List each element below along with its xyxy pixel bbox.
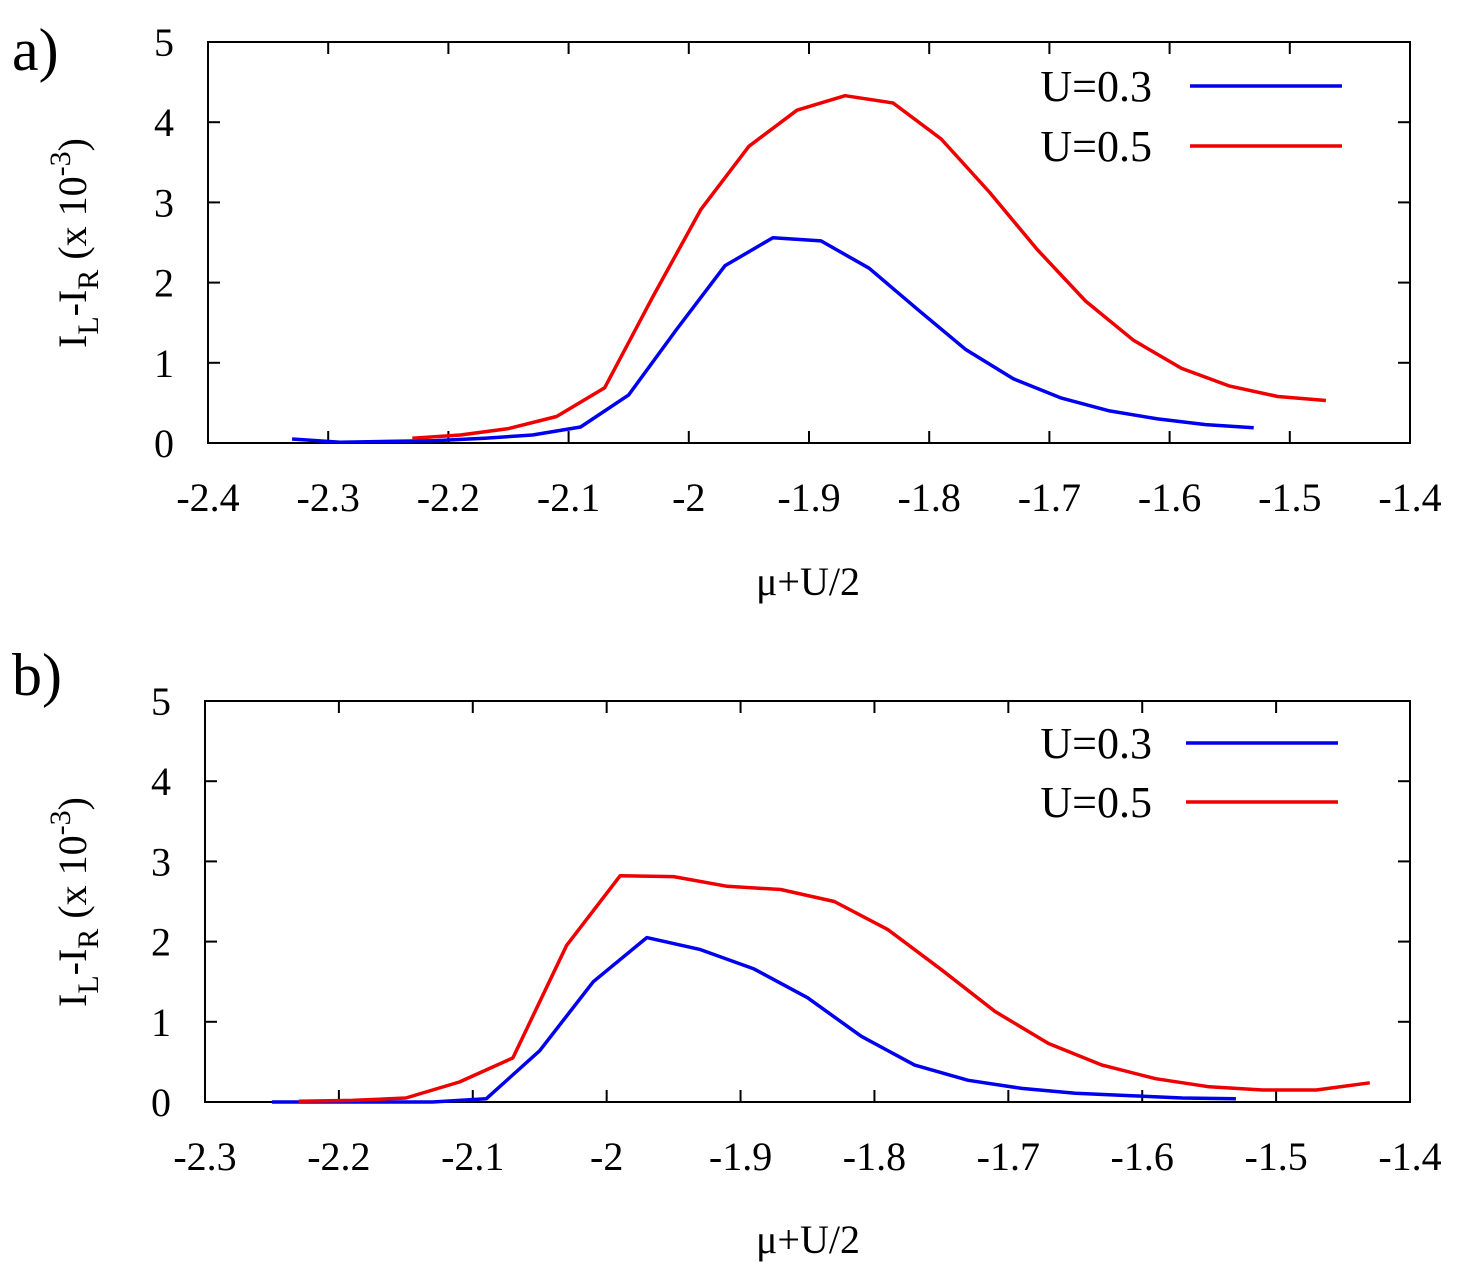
panel-b-x-tick-label: -1.7: [977, 1134, 1040, 1179]
panel-a-label: a): [12, 17, 59, 83]
panel-b-ylabel-sub1: L: [72, 975, 105, 993]
panel-a-x-tick-label: -2: [672, 475, 705, 520]
panel-b-x-tick-label: -1.8: [843, 1134, 906, 1179]
panel-a: a) -2.4 -2.3 -2.2 -2.1 -2 -1.9 -1.8 -1.7 -1.6 -1.…: [12, 17, 1442, 604]
panel-b-y-tick-label: 1: [151, 1000, 171, 1045]
panel-b-x-tick-label: -1.4: [1378, 1134, 1441, 1179]
panel-a-x-tick-label: -1.7: [1018, 475, 1081, 520]
panel-a-series-u-0-5: [412, 93, 1327, 440]
panel-a-y-tick-label: 4: [154, 100, 174, 145]
panel-a-y-tick-label: 2: [154, 261, 174, 306]
panel-a-y-tick-label: 5: [154, 20, 174, 65]
panel-b-plot: -2.3 -2.2 -2.1 -2 -1.9 -1.8 -1.7 -1.6 -1.5 -1.4 0 1…: [151, 679, 1442, 1179]
panel-a-plot: -2.4 -2.3 -2.2 -2.1 -2 -1.9 -1.8 -1.7 -1.6 -1.5 -1…: [154, 20, 1442, 520]
panel-a-x-tick-label: -2.2: [417, 475, 480, 520]
panel-a-ylabel-paren: (x 10: [50, 176, 95, 269]
panel-b-x-tick-label: -1.9: [709, 1134, 772, 1179]
panel-b-plot-frame: [204, 700, 1411, 1103]
panel-b-x-tick-label: -2: [590, 1134, 623, 1179]
panel-b-ylabel-close: ): [50, 797, 95, 810]
panel-b-legend: U=0.3 U=0.5: [1040, 719, 1338, 827]
panel-b-legend-label: U=0.5: [1040, 778, 1152, 827]
panel-b-y-tick-label: 5: [151, 679, 171, 724]
panel-a-plot-frame: [207, 41, 1411, 444]
panel-b-x-axis-label: μ+U/2: [756, 1217, 860, 1262]
panel-a-y-tick-label: 0: [154, 421, 174, 466]
panel-a-x-tick-label: -1.6: [1138, 475, 1201, 520]
panel-b-y-tick-label: 4: [151, 759, 171, 804]
panel-a-ylabel-close: ): [50, 138, 95, 151]
panel-b-label: b): [12, 642, 62, 708]
svg-text:IL-IR (x 10-3): IL-IR (x 10-3): [44, 138, 105, 348]
panel-b-ylabel-sup: -3: [44, 810, 77, 835]
panel-a-y-tick-label: 3: [154, 180, 174, 225]
panel-a-x-tick-label: -2.1: [537, 475, 600, 520]
panel-a-x-tick-label: -1.4: [1378, 475, 1441, 520]
panel-b-y-tick-label: 3: [151, 839, 171, 884]
panel-b-y-tick-label: 2: [151, 920, 171, 965]
panel-a-ylabel-sub2: R: [72, 270, 105, 290]
panel-b-x-tick-label: -1.6: [1111, 1134, 1174, 1179]
panel-b-ylabel-mid: -I: [50, 949, 95, 976]
panel-b-series-u-0-5: [298, 874, 1371, 1103]
panel-a-legend-label: U=0.3: [1040, 62, 1152, 111]
panel-a-x-axis-label: μ+U/2: [756, 559, 860, 604]
panel-a-y-axis-label: IL-IR (x 10-3): [44, 138, 105, 348]
panel-b-x-tick-label: -1.5: [1244, 1134, 1307, 1179]
panel-b-series-u-0-3: [271, 935, 1236, 1104]
panel-a-ylabel-sup: -3: [44, 151, 77, 176]
panel-a-x-tick-label: -2.3: [297, 475, 360, 520]
panel-b-ylabel-paren: (x 10: [50, 835, 95, 928]
panel-b-ylabel-main: I: [50, 994, 95, 1007]
panel-b-x-tick-label: -2.1: [441, 1134, 504, 1179]
panel-a-ylabel-sub1: L: [72, 316, 105, 334]
panel-a-x-tick-label: -1.9: [777, 475, 840, 520]
panel-a-series-u-0-3: [291, 235, 1254, 444]
panel-a-y-tick-label: 1: [154, 341, 174, 386]
panel-b-legend-label: U=0.3: [1040, 719, 1152, 768]
panel-b-ylabel-sub2: R: [72, 929, 105, 949]
panel-b-x-tick-label: -2.2: [307, 1134, 370, 1179]
panel-a-ylabel-mid: -I: [50, 290, 95, 317]
panel-b-y-tick-label: 0: [151, 1080, 171, 1125]
svg-text:IL-IR (x 10-3): IL-IR (x 10-3): [44, 797, 105, 1007]
panel-b-x-tick-label: -2.3: [173, 1134, 236, 1179]
panel-a-legend-label: U=0.5: [1040, 122, 1152, 171]
panel-a-x-tick-label: -1.5: [1258, 475, 1321, 520]
panel-b: b) -2.3 -2.2 -2.1 -2 -1.9 -1.8 -1.7 -1.6 -1.5 -1.…: [12, 642, 1442, 1262]
panel-a-x-tick-label: -1.8: [898, 475, 961, 520]
panel-a-ylabel-main: I: [50, 335, 95, 348]
panel-a-legend: U=0.3 U=0.5: [1040, 62, 1342, 171]
panel-b-y-axis-label: IL-IR (x 10-3): [44, 797, 105, 1007]
panel-a-x-tick-label: -2.4: [176, 475, 239, 520]
